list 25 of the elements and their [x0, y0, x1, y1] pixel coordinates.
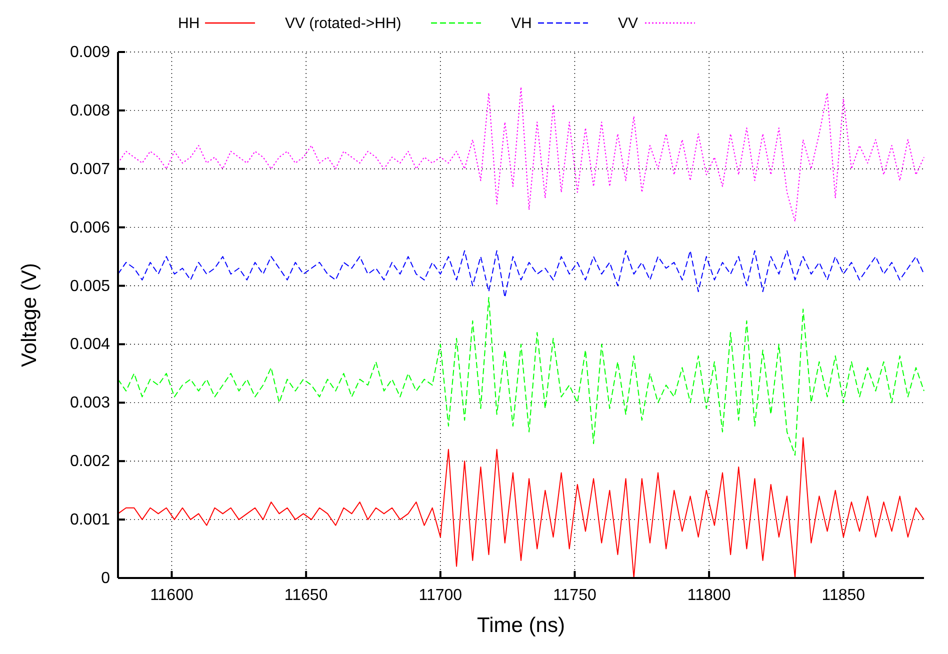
x-axis-title: Time (ns) — [477, 614, 565, 637]
x-tick-label: 11650 — [284, 587, 328, 604]
x-tick-label: 11600 — [150, 587, 194, 604]
x-tick-label: 11700 — [418, 587, 462, 604]
legend-label: HH — [178, 15, 200, 32]
y-tick-label: 0.007 — [70, 160, 110, 178]
line-series — [118, 296, 924, 456]
line-series — [118, 250, 924, 298]
y-tick-label: 0.008 — [70, 102, 110, 120]
x-tick-label: 11850 — [822, 587, 866, 604]
y-tick-label: 0.004 — [70, 336, 110, 354]
x-tick-label: 11750 — [553, 587, 596, 604]
y-axis-title: Voltage (V) — [18, 263, 41, 367]
y-tick-label: 0.005 — [70, 278, 110, 295]
legend-label: VV — [618, 15, 638, 32]
y-tick-label: 0.003 — [70, 394, 110, 412]
x-tick-label: 11800 — [687, 587, 731, 604]
legend-label: VV (rotated->HH) — [285, 15, 402, 32]
y-tick-label: 0.009 — [70, 44, 110, 61]
y-tick-label: 0 — [101, 570, 110, 587]
y-tick-label: 0.002 — [70, 453, 110, 470]
y-tick-label: 0.001 — [70, 512, 110, 529]
line-series — [118, 86, 924, 222]
y-tick-label: 0.006 — [70, 219, 110, 236]
legend-label: VH — [511, 15, 532, 32]
